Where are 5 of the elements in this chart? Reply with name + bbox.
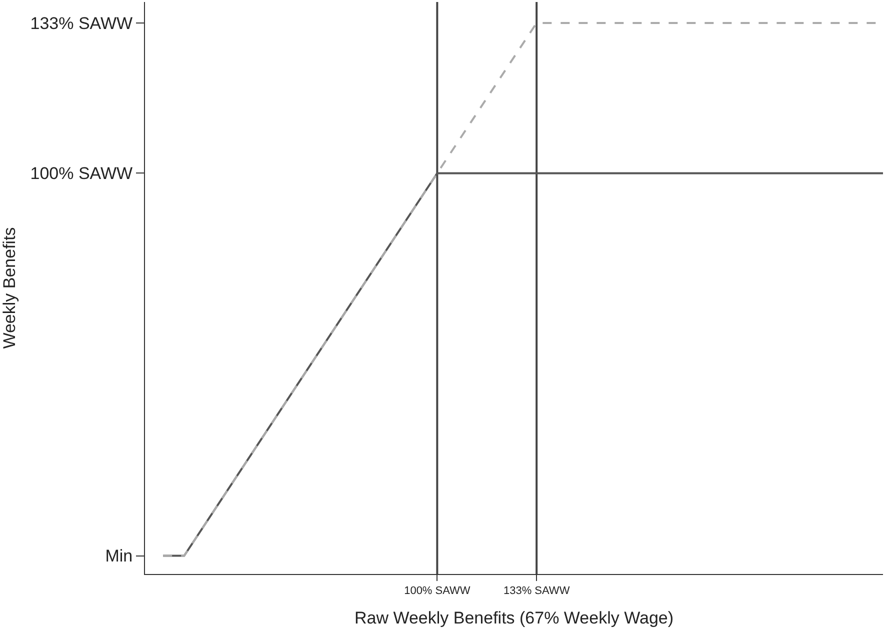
y-tick-label: Min <box>105 546 133 566</box>
x-axis-title: Raw Weekly Benefits (67% Weekly Wage) <box>354 608 674 628</box>
y-axis-title: Weekly Benefits <box>0 227 19 349</box>
y-tick-label: 133% SAWW <box>30 14 133 33</box>
y-tick-label: 100% SAWW <box>30 164 133 184</box>
